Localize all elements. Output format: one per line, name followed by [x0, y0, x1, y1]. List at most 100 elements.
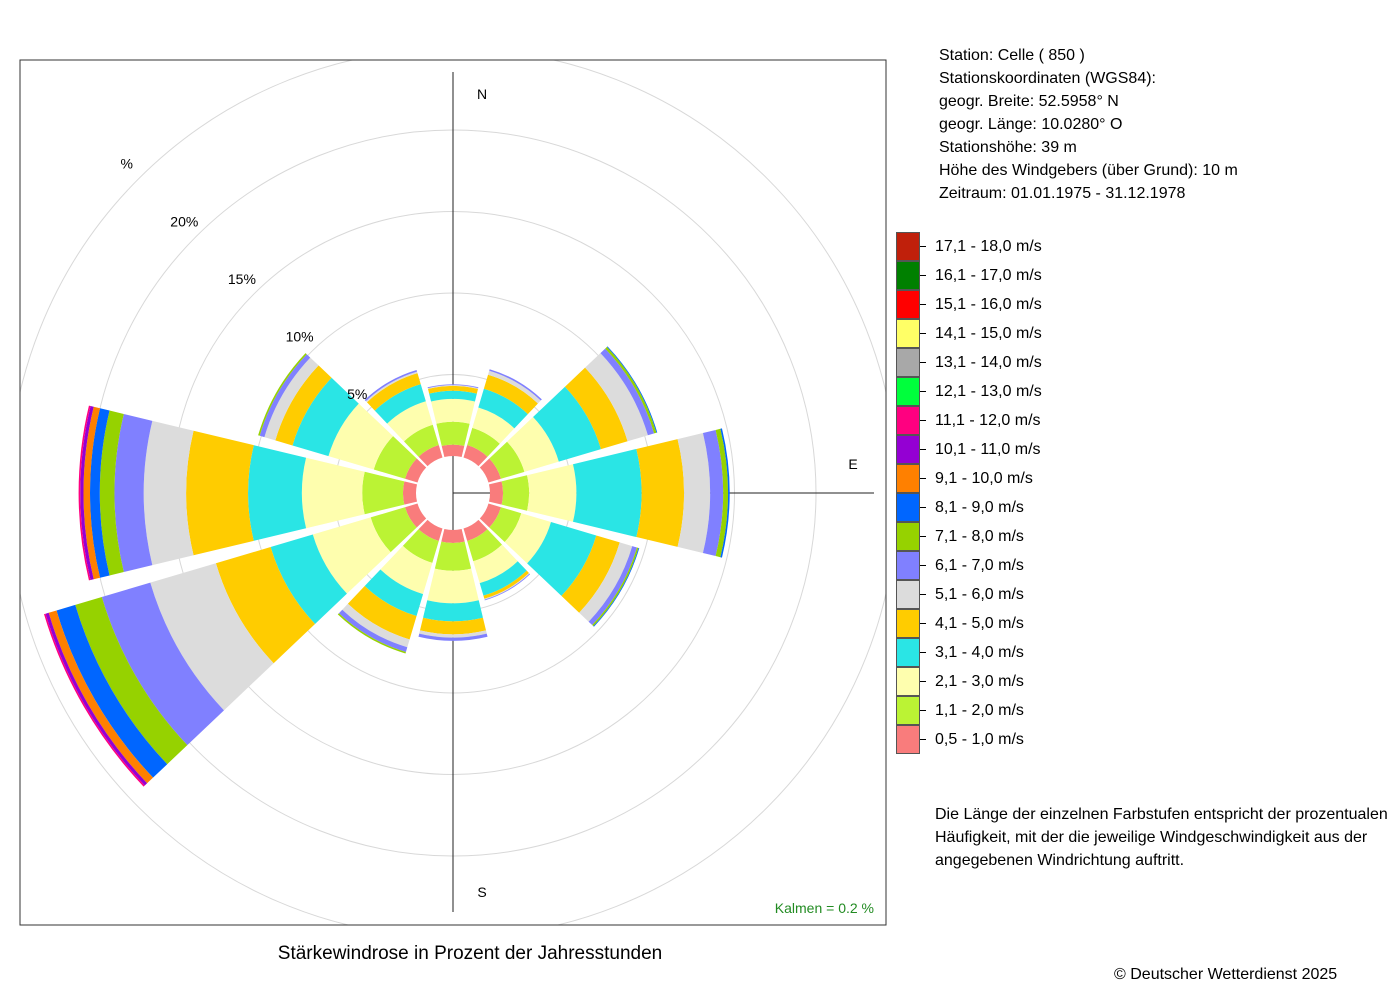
- legend-label: 0,5 - 1,0 m/s: [935, 731, 1024, 748]
- sector-s-class-3: [427, 568, 479, 604]
- sector-nne-class-7: [489, 369, 542, 401]
- sector-nnw-class-3: [387, 401, 433, 442]
- sector-wnw-class-3: [328, 403, 394, 470]
- legend-item: 6,1 - 7,0 m/s: [896, 551, 1196, 580]
- legend-label: 12,1 - 13,0 m/s: [935, 383, 1042, 400]
- sector-ssw-class-6: [342, 603, 410, 648]
- legend-item: 13,1 - 14,0 m/s: [896, 348, 1196, 377]
- sector-sse-class-4: [479, 561, 527, 596]
- sector-ene-class-4: [533, 386, 601, 462]
- sector-ese-class-2: [489, 507, 522, 543]
- sector-ssw-class-3: [380, 545, 433, 595]
- sector-w-class-10: [83, 406, 101, 580]
- legend-tick: [920, 420, 926, 421]
- sector-wnw-class-7: [259, 354, 311, 438]
- legend-swatch: [896, 493, 920, 522]
- sector-ese-class-5: [561, 535, 620, 613]
- legend-swatch: [896, 638, 920, 667]
- legend-label: 15,1 - 16,0 m/s: [935, 296, 1042, 313]
- sensor-height: Höhe des Windgebers (über Grund): 10 m: [939, 162, 1238, 179]
- legend-item: 1,1 - 2,0 m/s: [896, 696, 1196, 725]
- sector-n-class-4: [429, 390, 477, 402]
- legend-tick: [920, 623, 926, 624]
- sector-ene-class-7: [600, 348, 655, 436]
- sector-w-class-11: [80, 405, 94, 581]
- legend-swatch: [896, 609, 920, 638]
- station-longitude: geogr. Länge: 10.0280° O: [939, 116, 1123, 133]
- sector-ene-class-6: [585, 353, 648, 442]
- sector-wsw-class-3: [312, 517, 391, 594]
- sector-nnw-class-1: [418, 445, 443, 467]
- legend-swatch: [896, 522, 920, 551]
- legend-label: 9,1 - 10,0 m/s: [935, 470, 1033, 487]
- wind-sectors: [44, 346, 730, 787]
- legend-tick: [920, 362, 926, 363]
- chart-title: Stärkewindrose in Prozent der Jahresstun…: [277, 943, 663, 964]
- sector-wsw-class-9: [56, 604, 168, 778]
- note-line-1: Die Länge der einzelnen Farbstufen entsp…: [935, 806, 1388, 823]
- copyright: © Deutscher Wetterdienst 2025: [1114, 966, 1338, 983]
- legend-label: 7,1 - 8,0 m/s: [935, 528, 1024, 545]
- sector-ssw-class-5: [347, 586, 417, 640]
- sector-sse-class-5: [483, 570, 529, 599]
- sector-w-class-8: [99, 410, 124, 576]
- sector-wnw-class-2: [373, 436, 417, 479]
- sector-s-class-6: [419, 630, 487, 638]
- legend-swatch: [896, 580, 920, 609]
- legend-item: 0,5 - 1,0 m/s: [896, 725, 1196, 754]
- ring-labels: 5% 10% 15% 20%%: [120, 156, 367, 403]
- legend-tick: [920, 536, 926, 537]
- legend-item: 8,1 - 9,0 m/s: [896, 493, 1196, 522]
- legend-item: 11,1 - 12,0 m/s: [896, 406, 1196, 435]
- legend-item: 12,1 - 13,0 m/s: [896, 377, 1196, 406]
- sector-s-class-1: [441, 528, 465, 544]
- sector-w-class-9: [90, 408, 110, 578]
- sector-nne-class-1: [463, 445, 488, 467]
- legend-tick: [920, 304, 926, 305]
- sector-wsw-class-1: [405, 503, 427, 528]
- sector-wsw-class-10: [48, 610, 154, 784]
- sector-e-class-1: [488, 481, 504, 505]
- legend-label: 4,1 - 5,0 m/s: [935, 615, 1024, 632]
- note-line-3: angegebenen Windrichtung auftritt.: [935, 852, 1185, 869]
- sector-ssw-class-7: [338, 609, 408, 652]
- sector-nnw-class-6: [365, 371, 418, 403]
- sector-wsw-class-2: [370, 507, 417, 553]
- sector-e-class-6: [677, 432, 711, 554]
- sector-w-class-12: [78, 405, 91, 581]
- sector-n-class-2: [436, 421, 470, 446]
- legend-item: 17,1 - 18,0 m/s: [896, 232, 1196, 261]
- legend-swatch: [896, 261, 920, 290]
- sector-wnw-class-5: [275, 365, 332, 446]
- legend-swatch: [896, 232, 920, 261]
- sector-wsw-class-6: [150, 563, 274, 711]
- legend-swatch: [896, 377, 920, 406]
- sector-s-class-4: [423, 600, 483, 622]
- sector-e-class-9: [720, 428, 730, 558]
- sector-e-class-4: [572, 448, 642, 538]
- sector-w-class-6: [143, 420, 194, 566]
- time-period: Zeitraum: 01.01.1975 - 31.12.1978: [939, 185, 1186, 202]
- station-height: Stationshöhe: 39 m: [939, 139, 1077, 156]
- station-latitude: geogr. Breite: 52.5958° N: [939, 93, 1119, 110]
- sector-wnw-class-4: [292, 377, 359, 457]
- ring-label-2: 10%: [286, 329, 314, 345]
- legend-swatch: [896, 667, 920, 696]
- legend-label: 6,1 - 7,0 m/s: [935, 557, 1024, 574]
- sector-nnw-class-4: [374, 384, 426, 424]
- legend-item: 14,1 - 15,0 m/s: [896, 319, 1196, 348]
- sector-nnw-class-2: [403, 424, 439, 457]
- sector-n-class-1: [441, 444, 465, 458]
- sector-ssw-class-2: [402, 529, 439, 563]
- legend-tick: [920, 391, 926, 392]
- sector-sse-class-3: [473, 544, 518, 584]
- sector-ene-class-5: [564, 367, 628, 450]
- legend-tick: [920, 565, 926, 566]
- calms-label: Kalmen = 0.2 %: [775, 900, 874, 916]
- legend-swatch: [896, 435, 920, 464]
- compass-s: S: [477, 884, 486, 900]
- sector-w-class-1: [402, 481, 418, 505]
- ring-label-3: 15%: [228, 271, 256, 287]
- legend-tick: [920, 507, 926, 508]
- legend-tick: [920, 710, 926, 711]
